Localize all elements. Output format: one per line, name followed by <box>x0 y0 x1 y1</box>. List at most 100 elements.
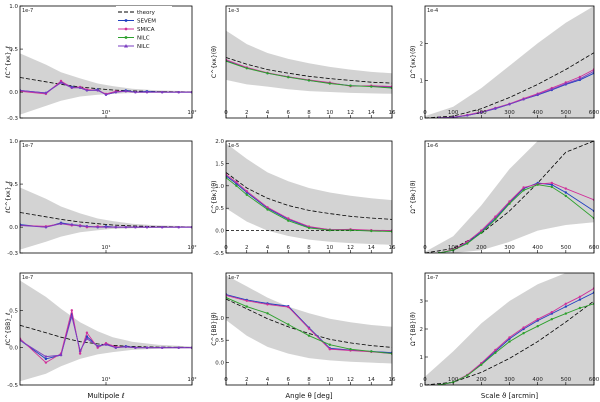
x-tick-label: 14 <box>368 110 375 116</box>
panel-mid-right: 0 100 200 300 400 500 600 1e-6 Ω^{Bκ}(ϑ) <box>410 140 600 254</box>
axis-offset-label: 1e-6 <box>427 143 438 149</box>
axis-offset-label: 1e-7 <box>22 8 33 14</box>
legend-label: theory <box>137 10 156 16</box>
y-tick-label: 3 <box>420 299 424 305</box>
data-point <box>536 183 539 186</box>
data-point <box>522 189 525 192</box>
axis-offset-label: 1e-7 <box>22 275 33 281</box>
plot-area <box>226 30 392 94</box>
data-point <box>245 305 248 308</box>
data-point <box>307 79 311 82</box>
plot-area <box>20 280 192 382</box>
data-point <box>145 346 149 349</box>
data-point <box>494 215 497 218</box>
data-point <box>235 181 238 184</box>
data-point <box>85 337 89 340</box>
x-tick-label: 14 <box>368 245 375 251</box>
x-axis-label: Multipole ℓ <box>87 392 124 400</box>
data-point <box>145 91 149 94</box>
data-point <box>578 306 582 310</box>
x-tick-label: 10¹ <box>101 244 110 251</box>
panel-mid-middle: 0 2 4 6 8 10 12 14 16 -0.5 0.0 0.5 1.0 1.5 2.0 1e-5 C^{B… <box>211 139 396 257</box>
y-tick-label: 0.0 <box>215 229 224 235</box>
axis-offset-label: 1e-3 <box>228 8 239 14</box>
y-tick-label: 0.0 <box>9 346 18 352</box>
data-point <box>564 302 567 305</box>
x-axis-label: Scale ϑ [arcmin] <box>481 392 538 400</box>
data-point <box>287 219 290 222</box>
data-point <box>78 86 82 90</box>
data-point <box>550 185 553 189</box>
y-tick-label: 1.0 <box>9 139 18 145</box>
data-point <box>44 355 48 358</box>
data-point <box>536 93 539 96</box>
data-point <box>466 240 469 243</box>
data-point <box>287 217 290 220</box>
confidence-band <box>226 30 392 94</box>
x-tick-label: 2 <box>245 377 249 383</box>
plot-area <box>425 141 594 253</box>
y-tick-label: 2 <box>420 327 424 333</box>
x-tick-label: 12 <box>347 245 354 251</box>
data-point <box>266 312 269 315</box>
y-axis-label: C^{Bκ}(θ) <box>211 181 218 214</box>
data-point <box>287 323 290 326</box>
data-point <box>70 86 74 90</box>
data-point <box>85 89 89 92</box>
data-point <box>307 327 311 330</box>
data-point <box>480 231 483 234</box>
data-point <box>114 91 118 94</box>
data-point <box>96 345 99 348</box>
data-point <box>245 299 248 302</box>
data-point <box>466 374 469 377</box>
confidence-band <box>20 280 192 382</box>
x-tick-label: 10 <box>326 110 333 116</box>
y-tick-label: 1 <box>420 79 424 85</box>
data-point <box>522 186 525 189</box>
axis-offset-label: 1e-7 <box>427 275 438 281</box>
x-tick-label: 16 <box>389 245 396 251</box>
x-tick-label: 10¹ <box>101 109 110 116</box>
panel-bottom-middle: 0 2 4 6 8 10 12 14 16 0.0 0.5 1.0 1e-7 C^{BB}(θ) <box>211 272 396 386</box>
x-tick-label: 600 <box>589 377 600 383</box>
data-point <box>508 202 511 205</box>
data-point <box>550 88 553 91</box>
x-tick-label: 4 <box>266 377 270 383</box>
data-point <box>328 82 331 85</box>
data-point <box>70 315 74 318</box>
data-point <box>564 82 567 85</box>
x-tick-label: 16 <box>389 377 396 383</box>
x-tick-label: 6 <box>287 245 291 251</box>
data-point <box>550 318 553 321</box>
data-point <box>161 226 164 229</box>
data-point <box>59 81 63 84</box>
data-point <box>349 84 352 87</box>
data-point <box>266 208 269 211</box>
plot-area <box>20 187 192 250</box>
x-tick-label: 100 <box>448 110 459 116</box>
x-tick-label: 300 <box>504 245 515 251</box>
series-line-nilc <box>439 70 594 118</box>
x-tick-label: 500 <box>561 110 572 116</box>
data-point <box>78 225 82 228</box>
x-tick-label: 10 <box>326 245 333 251</box>
x-tick-label: 10¹ <box>101 376 110 383</box>
y-axis-label: C^{BB}(θ) <box>211 312 218 345</box>
y-tick-label: 0.0 <box>215 361 224 367</box>
data-point <box>145 226 149 229</box>
axis-offset-label: 1e-7 <box>228 275 239 281</box>
confidence-band <box>20 187 192 250</box>
x-tick-label: 600 <box>589 110 600 116</box>
data-point <box>124 226 128 229</box>
data-point <box>104 226 108 229</box>
plot-area <box>20 53 192 115</box>
theory-line <box>20 324 192 348</box>
y-axis-label: Ω^{Bκ}(ϑ) <box>410 180 417 213</box>
data-point <box>578 295 582 298</box>
data-point <box>96 226 99 229</box>
data-point <box>177 346 180 349</box>
data-point <box>177 91 180 94</box>
x-tick-label: 10² <box>187 244 196 251</box>
data-point <box>266 303 269 306</box>
